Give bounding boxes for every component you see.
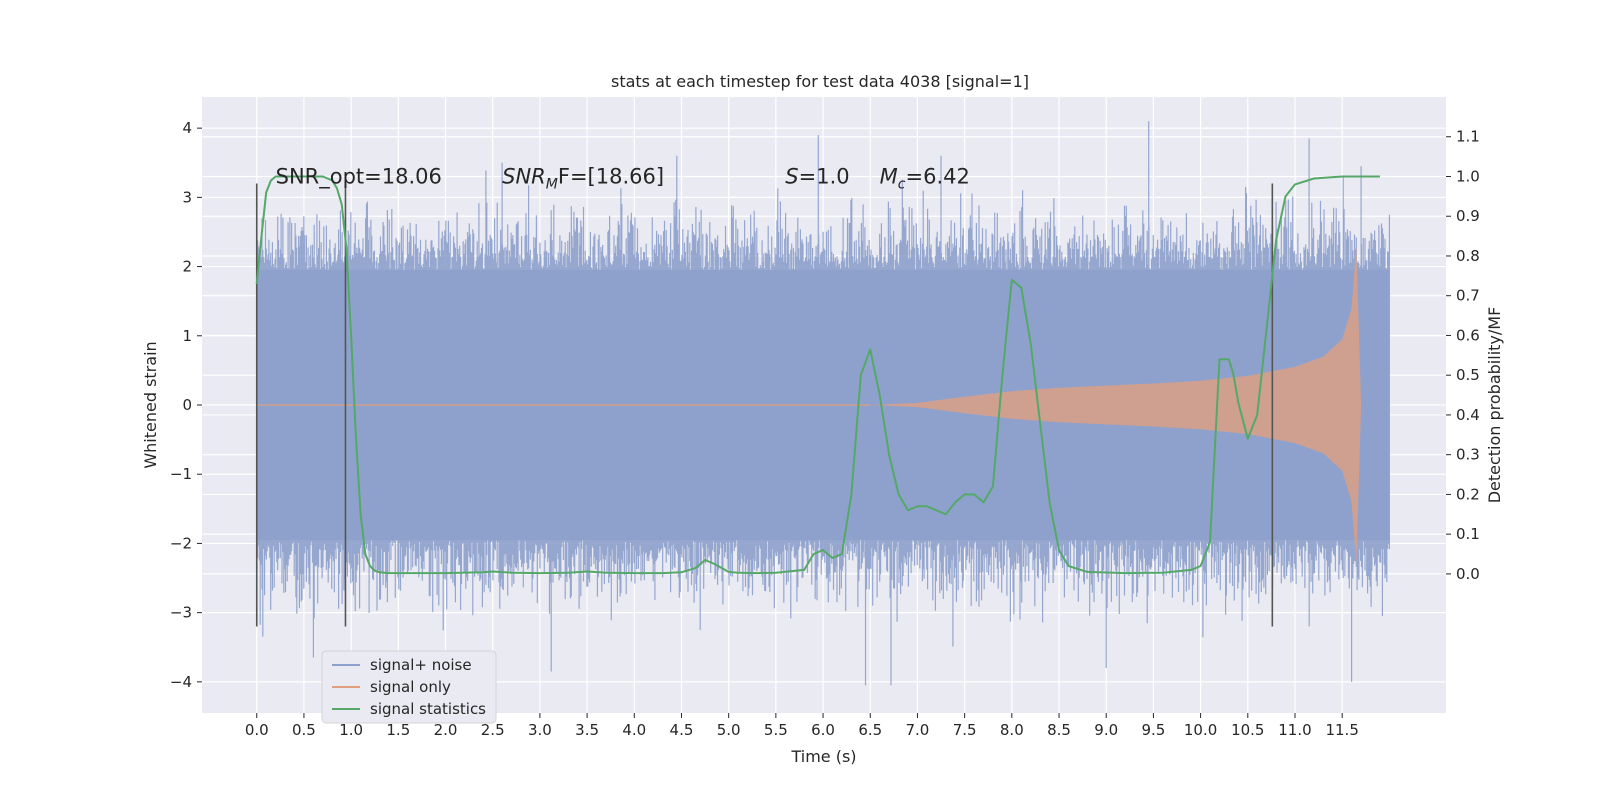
annotation-snr-opt: SNR_opt=18.06 bbox=[276, 165, 442, 190]
x-tick-label: 5.0 bbox=[717, 721, 741, 739]
x-tick-label: 11.0 bbox=[1278, 721, 1311, 739]
x-tick-label: 5.5 bbox=[764, 721, 788, 739]
y2-tick-label: 0.0 bbox=[1456, 565, 1480, 583]
x-tick-label: 7.5 bbox=[953, 721, 977, 739]
annotation-s-base: S bbox=[785, 165, 798, 189]
y2-axis-label: Detection probability/MF bbox=[1485, 307, 1504, 504]
x-tick-label: 6.5 bbox=[858, 721, 882, 739]
x-tick-label: 10.0 bbox=[1184, 721, 1217, 739]
annotation-mc-rest: =6.42 bbox=[906, 165, 970, 189]
y-tick-label: −3 bbox=[170, 604, 192, 622]
statistics-series bbox=[255, 175, 1380, 575]
y2-tick-label: 0.4 bbox=[1456, 406, 1480, 424]
y-tick-label: 3 bbox=[182, 188, 192, 206]
chart-title: stats at each timestep for test data 403… bbox=[611, 72, 1029, 91]
y2-tick-label: 1.0 bbox=[1456, 167, 1480, 185]
statistics-line bbox=[255, 175, 1380, 575]
annotation-s-value: S=1.0 bbox=[785, 165, 849, 189]
y-tick-label: −2 bbox=[170, 534, 192, 552]
legend-label-signal-only: signal only bbox=[370, 678, 451, 696]
x-axis-label: Time (s) bbox=[790, 747, 856, 766]
annotation-mc-value: Mc=6.42 bbox=[880, 165, 970, 193]
y2-tick-label: 1.1 bbox=[1456, 128, 1480, 146]
x-tick-label: 9.0 bbox=[1094, 721, 1118, 739]
x-tick-label: 9.5 bbox=[1141, 721, 1165, 739]
legend-label-signal-noise: signal+ noise bbox=[370, 656, 472, 674]
x-tick-label: 3.5 bbox=[575, 721, 599, 739]
annotation-snr-mf: SNRMF=[18.66] bbox=[502, 165, 664, 193]
annotation-snr-opt-text: SNR_opt=18.06 bbox=[276, 165, 442, 190]
x-tick-label: 2.5 bbox=[481, 721, 505, 739]
annotation-snr-mf-base: SNR bbox=[502, 165, 546, 189]
x-tick-label: 3.0 bbox=[528, 721, 552, 739]
y-tick-label: 2 bbox=[182, 258, 192, 276]
y-tick-label: −1 bbox=[170, 465, 192, 483]
annotation-snr-mf-rest: F=[18.66] bbox=[558, 165, 664, 189]
y2-tick-label: 0.9 bbox=[1456, 207, 1480, 225]
annotation-mc-sub: c bbox=[898, 177, 906, 193]
x-tick-label: 10.5 bbox=[1231, 721, 1264, 739]
x-tick-label: 8.5 bbox=[1047, 721, 1071, 739]
y2-tick-label: 0.2 bbox=[1456, 485, 1480, 503]
annotation-snr-mf-sub: M bbox=[546, 177, 558, 193]
legend: signal+ noise signal only signal statist… bbox=[321, 650, 497, 724]
annotation-mc-base: M bbox=[880, 165, 898, 189]
x-tick-label: 0.5 bbox=[292, 721, 316, 739]
y-axis-right: 1.1 1.0 0.9 0.8 0.7 0.6 0.5 0.4 0.3 0.2 0.1 0.0 bbox=[1446, 128, 1480, 583]
y-tick-label: 4 bbox=[182, 119, 192, 137]
y-axis-label: Whitened strain bbox=[141, 341, 160, 468]
y-tick-label: 1 bbox=[182, 327, 192, 345]
legend-box bbox=[321, 650, 497, 724]
vertical-markers bbox=[255, 183, 1274, 627]
x-tick-label: 4.5 bbox=[670, 721, 694, 739]
y2-tick-label: 0.3 bbox=[1456, 446, 1480, 464]
x-tick-label: 1.5 bbox=[386, 721, 410, 739]
x-tick-label: 1.0 bbox=[339, 721, 363, 739]
annotations: SNR_opt=18.06 SNRMF=[18.66] S=1.0 Mc=6.4… bbox=[276, 165, 970, 193]
y2-tick-label: 0.6 bbox=[1456, 326, 1480, 344]
y-axis-left: 4 3 2 1 0 −1 −2 −3 −4 bbox=[170, 119, 202, 691]
signal-only-envelope bbox=[870, 245, 1362, 565]
x-tick-label: 4.0 bbox=[622, 721, 646, 739]
legend-label-signal-statistics: signal statistics bbox=[370, 700, 486, 718]
signal-only-series bbox=[256, 245, 1362, 565]
x-axis: 0.0 0.5 1.0 1.5 2.0 2.5 3.0 3.5 4.0 4.5 5.0 5.5 6.0 6… bbox=[245, 713, 1359, 739]
y2-tick-label: 0.7 bbox=[1456, 287, 1480, 305]
x-tick-label: 11.5 bbox=[1325, 721, 1358, 739]
x-tick-label: 0.0 bbox=[245, 721, 269, 739]
x-tick-label: 2.0 bbox=[434, 721, 458, 739]
x-tick-label: 8.0 bbox=[1000, 721, 1024, 739]
y-tick-label: 0 bbox=[182, 396, 192, 414]
y-tick-label: −4 bbox=[170, 673, 192, 691]
x-tick-label: 6.0 bbox=[811, 721, 835, 739]
y2-tick-label: 0.8 bbox=[1456, 247, 1480, 265]
x-tick-label: 7.0 bbox=[906, 721, 930, 739]
annotation-s-rest: =1.0 bbox=[799, 165, 850, 189]
y2-tick-label: 0.5 bbox=[1456, 366, 1480, 384]
y2-tick-label: 0.1 bbox=[1456, 525, 1480, 543]
